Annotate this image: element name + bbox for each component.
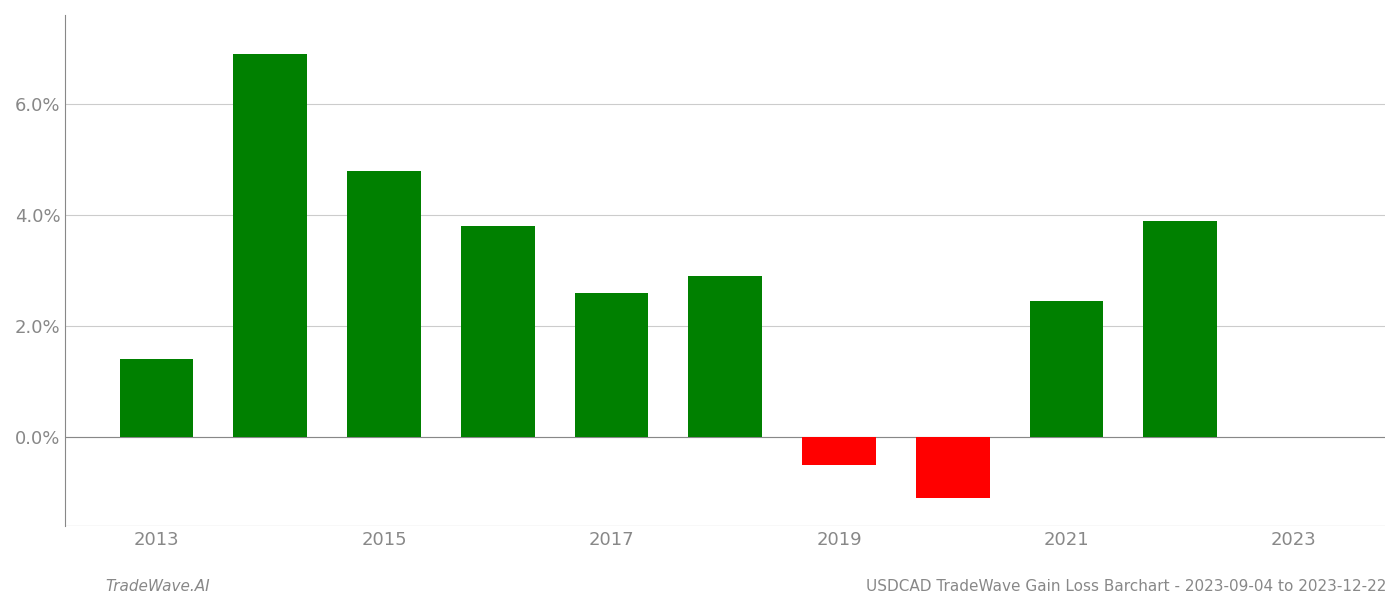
Bar [234,54,307,437]
Bar [574,293,648,437]
Bar [916,437,990,499]
Text: TradeWave.AI: TradeWave.AI [105,579,210,594]
Bar [119,359,193,437]
Bar [461,226,535,437]
Bar [1144,221,1217,437]
Bar [802,437,876,465]
Bar [689,276,762,437]
Bar [347,170,421,437]
Bar [1029,301,1103,437]
Text: USDCAD TradeWave Gain Loss Barchart - 2023-09-04 to 2023-12-22: USDCAD TradeWave Gain Loss Barchart - 20… [865,579,1386,594]
